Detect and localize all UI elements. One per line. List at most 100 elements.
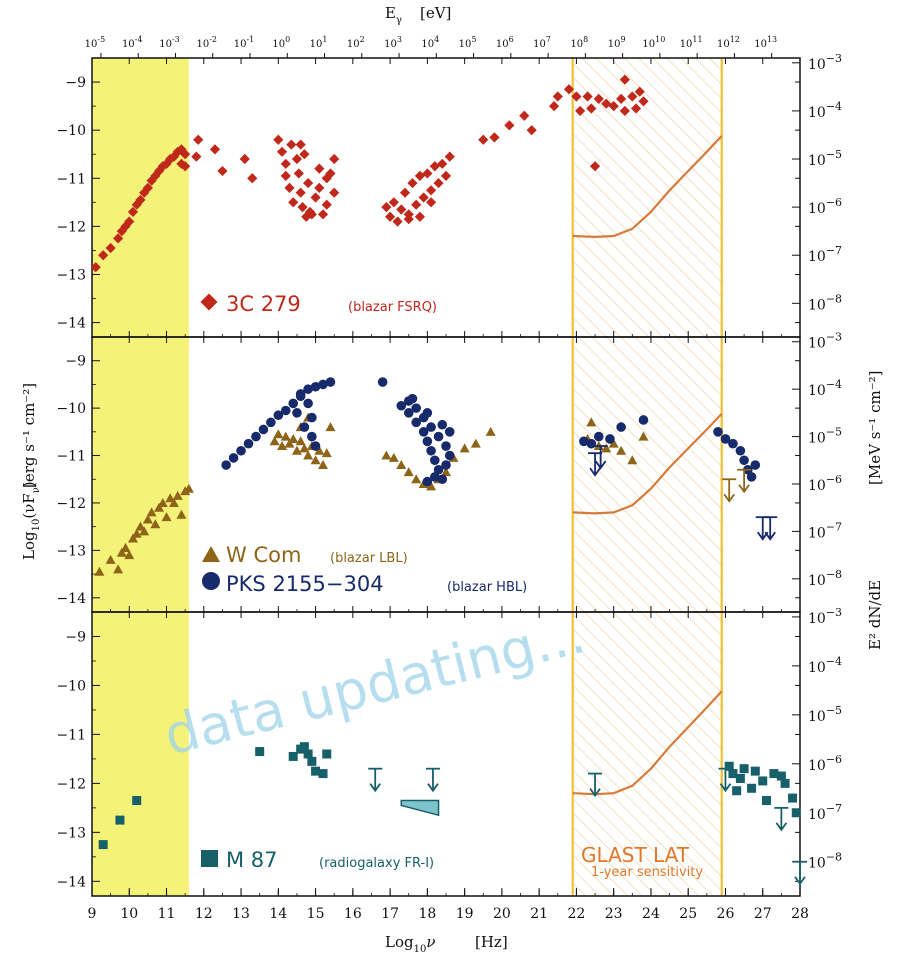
data-point-square — [307, 756, 317, 766]
data-point-circle — [441, 460, 451, 470]
right-tick-base: 10 — [808, 807, 826, 823]
data-point-square — [132, 796, 142, 806]
data-point-diamond — [191, 151, 202, 162]
data-point-triangle — [381, 450, 392, 460]
data-point-diamond — [399, 187, 411, 198]
x-axis-unit: [Hz] — [475, 933, 508, 951]
data-point-square — [303, 749, 313, 759]
top-tick-label: 109 — [608, 35, 626, 50]
data-point-diamond — [385, 211, 396, 222]
legend-pks: PKS 2155−304 (blazar HBL) — [202, 572, 527, 596]
glast-label: GLAST LAT — [581, 843, 690, 867]
data-point-triangle — [608, 438, 619, 448]
y-tick-label: −14 — [56, 874, 86, 890]
right-tick-exp: −6 — [826, 753, 842, 766]
top-tick-exp: 10 — [655, 35, 665, 44]
data-point-triangle — [321, 448, 332, 458]
axis-ticks: 9 10 11 12 13 14 15 16 17 18 19 20 21 22 23 24 25 26 27 281… — [56, 35, 842, 922]
x-tick-label: 21 — [530, 906, 548, 922]
top-axis-title: Eγ [eV] — [385, 4, 451, 26]
top-tick-base: 10 — [496, 39, 509, 50]
data-point-diamond — [314, 182, 325, 193]
data-point-diamond — [392, 216, 403, 227]
x-tick-label: 23 — [605, 906, 623, 922]
right-tick-label: 10−6 — [808, 473, 842, 494]
data-point-circle — [310, 381, 321, 392]
y-tick-label: −10 — [56, 401, 86, 417]
top-tick-base: 10 — [754, 39, 767, 50]
data-point-circle — [444, 450, 455, 461]
x-tick-label: 15 — [307, 906, 325, 922]
top-tick-exp: 6 — [509, 35, 514, 44]
data-point-diamond — [630, 103, 642, 114]
data-point-diamond — [329, 187, 340, 198]
data-point-diamond — [90, 262, 101, 273]
data-point-triangle — [616, 445, 627, 455]
data-point-circle — [303, 398, 313, 409]
data-point-circle — [616, 422, 626, 432]
x-tick-label: 26 — [717, 906, 735, 922]
data-point-circle — [426, 445, 436, 456]
right-tick-label: 10−8 — [808, 568, 842, 589]
watermark-text: data updating... — [158, 602, 591, 767]
top-tick-base: 10 — [384, 39, 397, 50]
data-point-diamond — [403, 214, 414, 225]
data-point-triangle — [127, 533, 138, 543]
right-tick-exp: −8 — [826, 851, 842, 864]
data-point-diamond — [280, 158, 291, 169]
right-tick-base: 10 — [808, 525, 826, 541]
sensitivity-curve-2 — [572, 413, 723, 515]
top-tick-exp: 3 — [397, 35, 402, 44]
data-point-circle — [422, 476, 433, 487]
data-point-diamond — [426, 185, 437, 196]
data-point-diamond — [310, 192, 321, 203]
legend-wcom-note: (blazar LBL) — [330, 551, 408, 566]
data-point-square — [288, 751, 298, 761]
data-point-triangle — [388, 452, 399, 462]
upper-limit-arrow — [794, 876, 806, 886]
y-tick-label: −11 — [56, 449, 86, 465]
top-tick-exp: 13 — [767, 35, 777, 44]
right-axis-title: E² dN/dE — [866, 580, 884, 650]
data-point-diamond — [548, 101, 560, 112]
data-point-circle — [433, 431, 444, 442]
right-tick-base: 10 — [808, 105, 826, 121]
y-tick-label: −14 — [56, 316, 86, 332]
right-tick-base: 10 — [808, 297, 826, 313]
data-point-circle — [411, 417, 421, 428]
data-point-diamond — [286, 139, 297, 150]
y-tick-label: −12 — [56, 219, 86, 235]
data-point-triangle — [459, 443, 470, 453]
left-axis-title-log: Log — [20, 531, 38, 560]
top-tick-label: 107 — [533, 35, 551, 50]
upper-limit-arrow — [723, 493, 735, 503]
data-point-circle — [426, 422, 436, 432]
data-point-triangle — [601, 443, 612, 453]
right-tick-base: 10 — [808, 57, 826, 73]
data-point-circle — [441, 441, 451, 451]
left-axis-title-var-sub: ν — [31, 487, 42, 493]
legend-diamond-icon — [200, 293, 218, 311]
upper-limit-arrow — [594, 460, 607, 470]
right-tick-label: 10−3 — [808, 52, 842, 73]
data-point-diamond — [284, 182, 295, 193]
top-tick-base: 10 — [347, 39, 360, 50]
x-tick-label: 28 — [791, 906, 809, 922]
data-point-diamond — [329, 153, 340, 165]
data-point-square — [724, 761, 734, 771]
legend-wcom-name: W Com — [226, 543, 301, 567]
top-tick-base: 10 — [272, 39, 285, 50]
y-tick-label: −13 — [56, 267, 86, 283]
data-point-circle — [307, 412, 317, 423]
right-tick-exp: −6 — [826, 196, 842, 209]
right-tick-exp: −4 — [826, 100, 842, 113]
data-point-diamond — [396, 204, 407, 215]
upper-limit-arrow — [719, 783, 732, 793]
legend-triangle-icon — [202, 546, 220, 562]
data-point-circle — [310, 441, 321, 451]
data-point-circle — [288, 398, 299, 409]
data-point-square — [255, 747, 265, 757]
top-tick-exp: -3 — [172, 35, 180, 44]
right-tick-label: 10−7 — [808, 520, 842, 541]
data-point-triangle — [150, 519, 161, 529]
